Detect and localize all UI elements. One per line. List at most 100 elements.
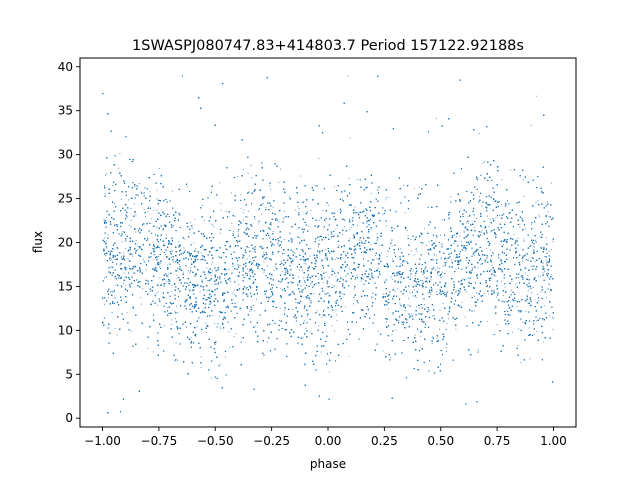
data-point <box>176 274 178 276</box>
data-point <box>225 211 227 213</box>
data-point <box>103 303 105 305</box>
data-point <box>104 250 106 252</box>
data-point <box>376 233 378 235</box>
data-point <box>321 316 323 318</box>
data-point <box>237 230 239 232</box>
data-point <box>374 255 376 257</box>
data-point <box>220 202 222 204</box>
data-point <box>443 292 445 294</box>
data-point <box>376 240 378 242</box>
data-point <box>531 292 533 294</box>
data-point <box>186 186 188 188</box>
data-point <box>530 265 532 267</box>
data-point <box>448 307 450 309</box>
data-point <box>150 290 152 292</box>
data-point <box>280 288 282 290</box>
data-point <box>224 356 226 358</box>
data-point <box>260 213 262 215</box>
data-point <box>279 281 281 283</box>
data-point <box>147 206 149 208</box>
data-point <box>166 280 168 282</box>
data-point <box>404 310 406 312</box>
data-point <box>146 222 148 224</box>
data-point <box>263 271 265 273</box>
data-point <box>316 261 318 263</box>
data-point <box>171 323 173 325</box>
data-point <box>545 248 547 250</box>
data-point <box>306 315 308 317</box>
data-point <box>431 343 433 344</box>
data-point <box>128 265 130 267</box>
data-point <box>201 279 203 281</box>
data-point <box>341 293 343 295</box>
data-points <box>102 75 554 414</box>
data-point <box>274 266 276 268</box>
data-point <box>345 306 347 308</box>
data-point <box>218 315 220 317</box>
data-point <box>189 272 191 274</box>
data-point <box>158 255 160 257</box>
data-point <box>139 297 141 299</box>
data-point <box>336 314 338 316</box>
data-point <box>171 256 173 258</box>
data-point <box>455 236 457 238</box>
data-point <box>538 300 540 302</box>
data-point <box>335 228 337 230</box>
data-point <box>495 217 497 219</box>
data-point <box>105 174 107 176</box>
data-point <box>235 333 237 335</box>
data-point <box>160 262 162 264</box>
data-point <box>105 242 107 244</box>
data-point <box>131 255 133 257</box>
data-point <box>262 255 264 257</box>
data-point <box>367 308 369 310</box>
data-point <box>394 295 396 297</box>
data-point <box>133 203 135 205</box>
data-point <box>416 250 418 252</box>
data-point <box>357 225 359 227</box>
data-point <box>269 297 271 299</box>
data-point <box>104 254 106 256</box>
data-point <box>277 243 279 245</box>
data-point <box>251 177 253 179</box>
data-point <box>232 292 234 294</box>
data-point <box>234 289 236 291</box>
data-point <box>348 178 350 180</box>
data-point <box>292 258 294 260</box>
data-point <box>247 172 249 174</box>
data-point <box>211 224 213 226</box>
data-point <box>454 234 456 236</box>
data-point <box>488 293 490 295</box>
data-point <box>325 249 327 251</box>
data-point <box>436 272 438 274</box>
data-point <box>152 351 154 353</box>
data-point <box>485 247 487 249</box>
data-point <box>109 259 111 261</box>
data-point <box>464 250 466 252</box>
data-point <box>414 284 416 286</box>
data-point <box>535 239 537 241</box>
data-point <box>253 304 255 306</box>
data-point <box>440 257 442 259</box>
data-point <box>303 280 305 282</box>
data-point <box>233 294 235 296</box>
data-point <box>106 247 108 249</box>
data-point <box>535 95 537 97</box>
data-point <box>523 195 525 197</box>
data-point <box>538 214 540 216</box>
data-point <box>374 222 376 224</box>
data-point <box>369 218 371 220</box>
data-point <box>387 308 389 310</box>
data-point <box>294 209 296 211</box>
data-point <box>285 269 287 271</box>
data-point <box>149 191 151 193</box>
data-point <box>156 226 158 228</box>
data-point <box>317 246 319 248</box>
data-point <box>309 331 311 333</box>
data-point <box>349 137 351 139</box>
data-point <box>293 252 295 254</box>
data-point <box>233 335 235 337</box>
data-point <box>135 231 137 233</box>
data-point <box>278 221 280 223</box>
